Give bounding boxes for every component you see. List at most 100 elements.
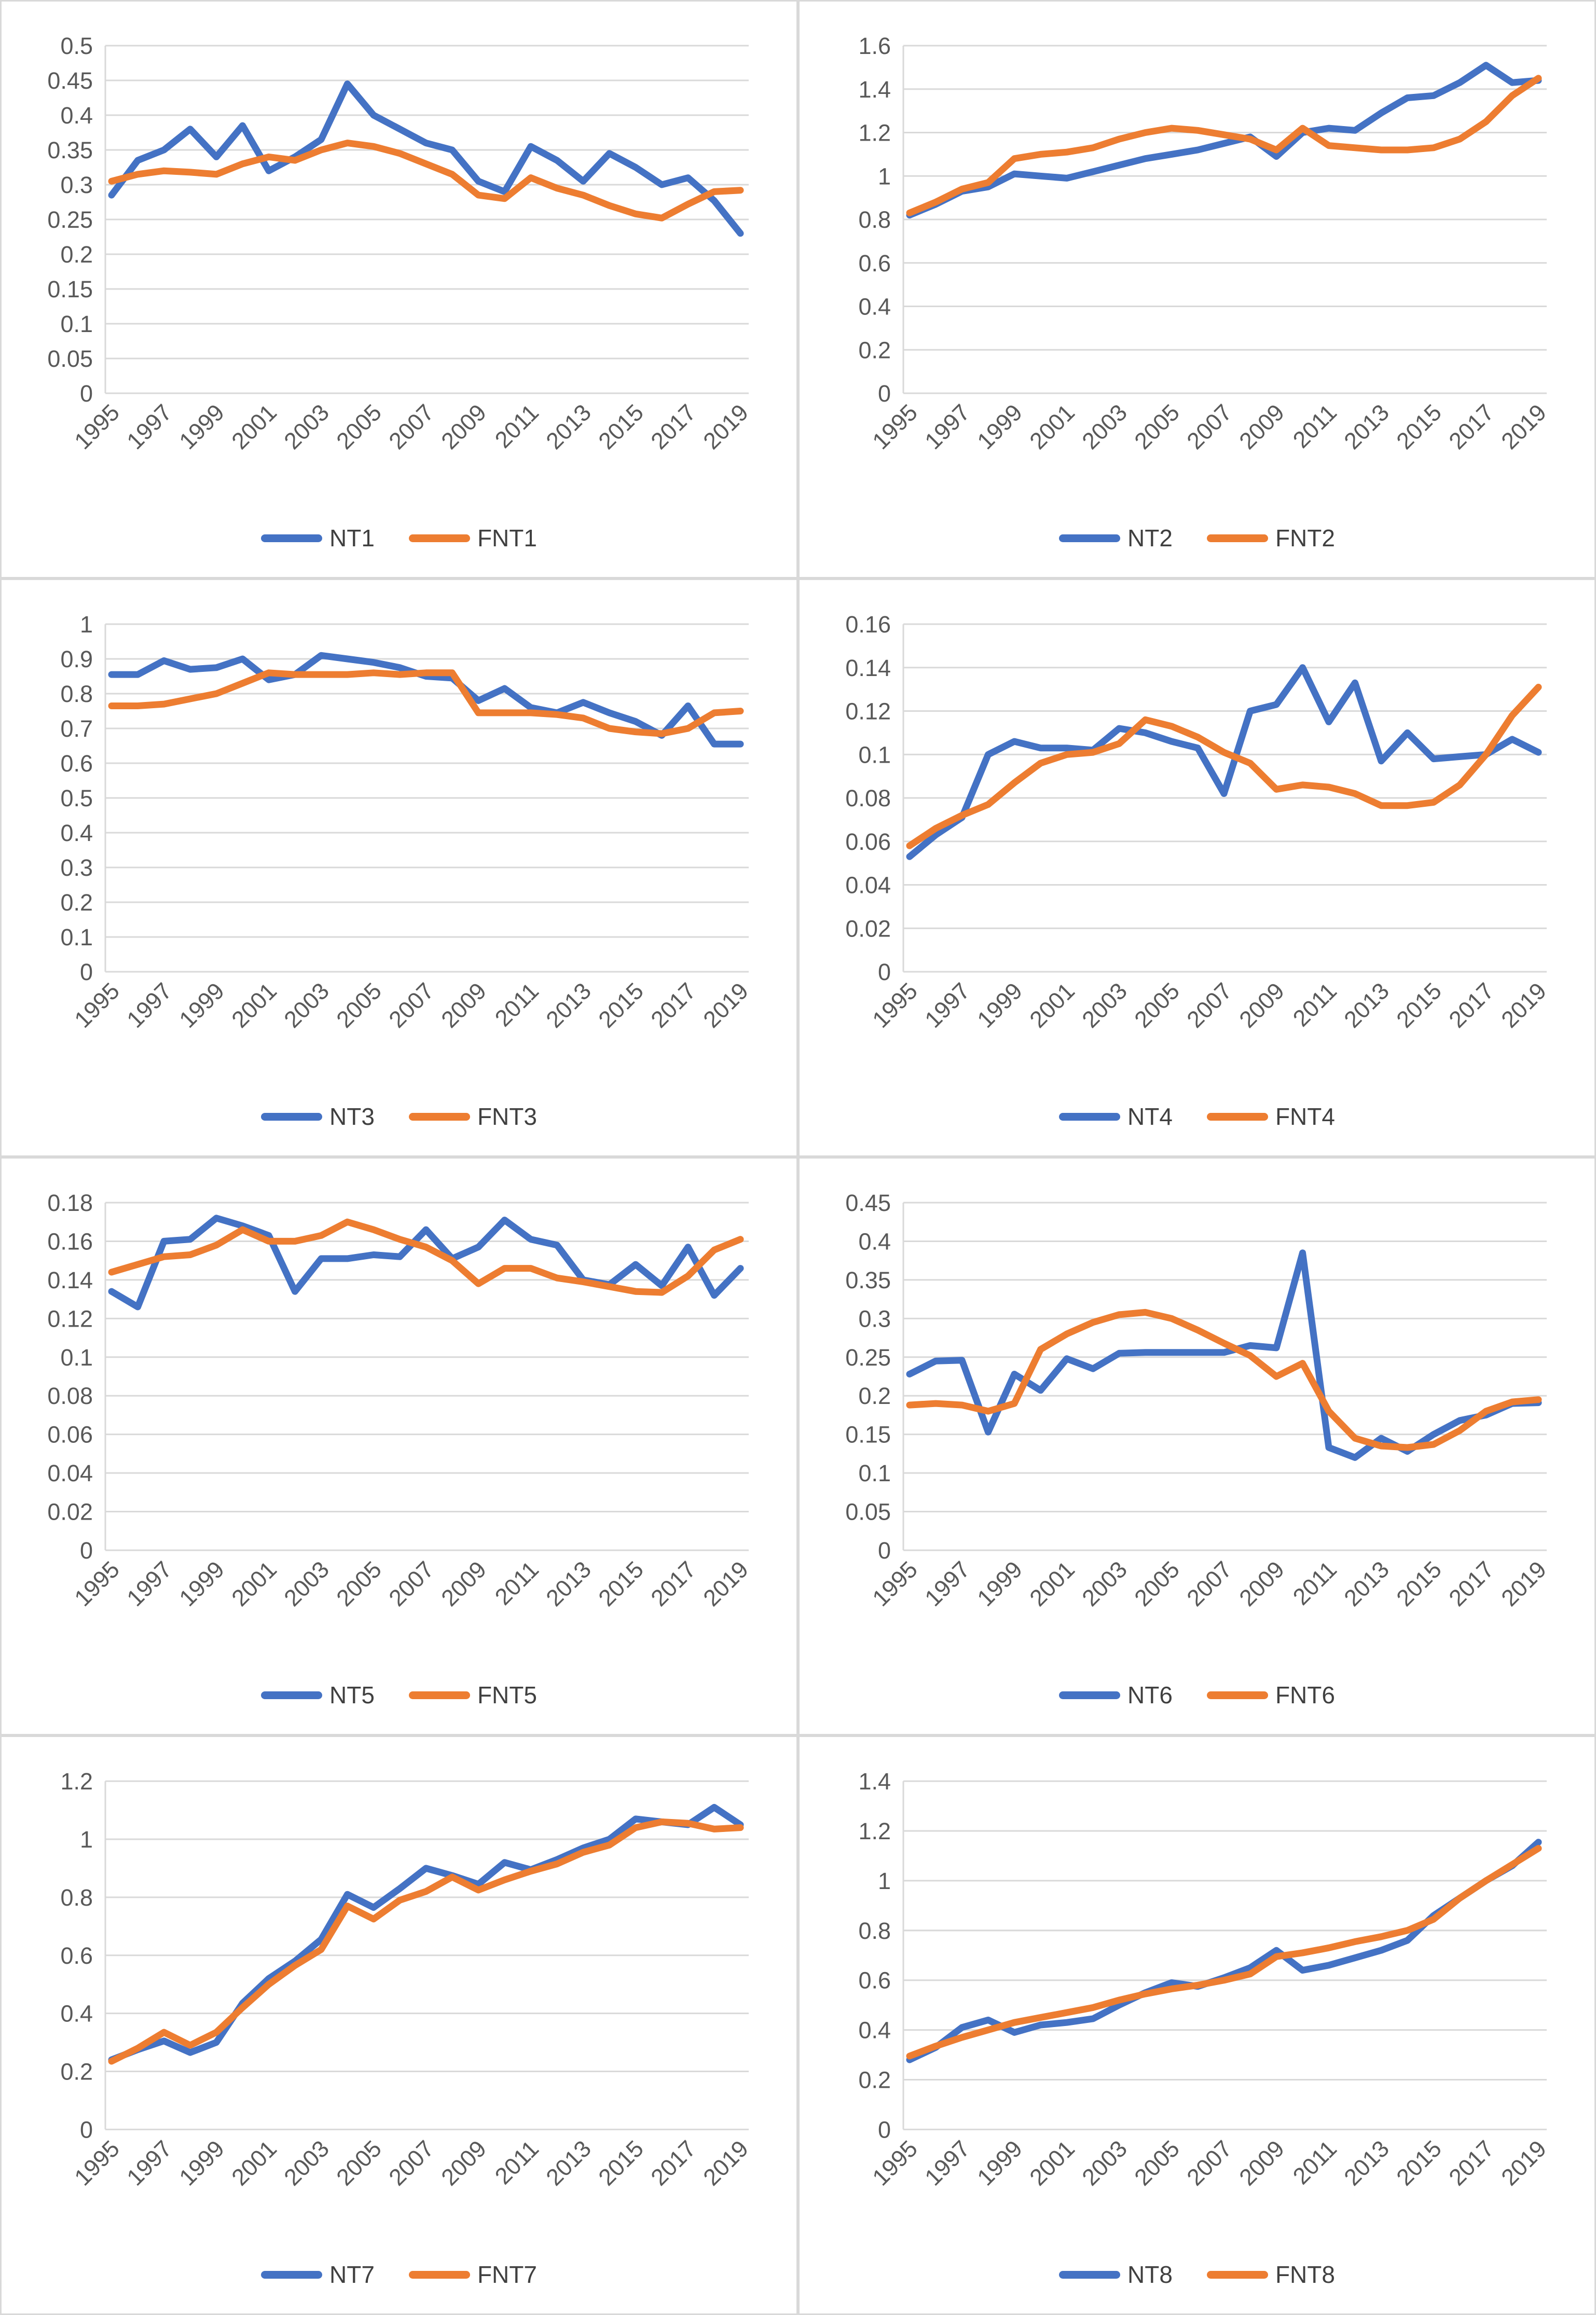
- x-tick-label: 2017: [1443, 399, 1499, 454]
- legend-item-nt6[interactable]: NT6: [1059, 1683, 1173, 1707]
- series-line-fnt8[interactable]: [906, 1845, 1542, 2060]
- y-tick-label: 0.8: [60, 681, 93, 707]
- legend-label: FNT3: [477, 1103, 537, 1130]
- x-tick-label: 2001: [226, 977, 282, 1033]
- y-tick-label: 0.4: [858, 294, 891, 320]
- legend: NT1 FNT1: [2, 526, 796, 550]
- legend-item-fnt5[interactable]: FNT5: [408, 1683, 537, 1707]
- series-line-nt1[interactable]: [108, 80, 744, 237]
- legend-line-swatch: [1206, 2270, 1268, 2279]
- x-tick-label: 2017: [645, 1556, 701, 1611]
- legend-item-nt4[interactable]: NT4: [1059, 1105, 1173, 1128]
- series-line-nt5[interactable]: [108, 1215, 744, 1311]
- y-tick-label: 0.3: [60, 172, 93, 198]
- x-tick-label: 2015: [1391, 1556, 1447, 1611]
- line-chart-svg: 0 0.02 0.04 0.06 0.08 0.1 0.12 0.14 0.16 0.18 1995…: [47, 1190, 753, 1611]
- chart-panel-nt1: 0 0.05 0.1 0.15 0.2 0.25 0.3 0.35 0.4 0.45 0.5 1995…: [0, 0, 798, 578]
- legend-item-nt3[interactable]: NT3: [261, 1105, 375, 1128]
- x-tick-label: 2013: [541, 977, 596, 1033]
- x-tick-label: 2001: [226, 399, 282, 454]
- x-tick-label: 2005: [1129, 977, 1185, 1033]
- legend-item-nt2[interactable]: NT2: [1059, 526, 1173, 550]
- legend-line-swatch: [1206, 1112, 1268, 1121]
- x-tick-label: 2005: [1129, 2135, 1185, 2190]
- x-tick-label: 2019: [1496, 2135, 1551, 2190]
- series-line-fnt2[interactable]: [906, 75, 1542, 216]
- series-line-fnt1[interactable]: [108, 140, 744, 222]
- x-tick-label: 2013: [1339, 977, 1394, 1033]
- legend-item-nt7[interactable]: NT7: [261, 2263, 375, 2286]
- x-tick-label: 2017: [1443, 1556, 1499, 1611]
- y-tick-label: 0.6: [858, 1967, 891, 1994]
- y-tick-label: 0.18: [47, 1190, 93, 1216]
- y-tick-label: 1: [878, 163, 891, 189]
- y-tick-label: 0.1: [60, 1344, 93, 1371]
- x-tick-label: 2003: [1077, 1556, 1132, 1611]
- legend: NT8 FNT8: [800, 2263, 1594, 2286]
- legend-item-fnt4[interactable]: FNT4: [1206, 1105, 1335, 1128]
- legend-label: FNT2: [1275, 525, 1335, 552]
- y-tick-label: 0.05: [845, 1499, 891, 1525]
- x-tick-label: 2005: [331, 2135, 387, 2190]
- series-line-fnt5[interactable]: [108, 1218, 744, 1296]
- series-line-fnt6[interactable]: [906, 1308, 1542, 1451]
- y-tick-label: 0.02: [845, 915, 891, 942]
- legend-item-fnt8[interactable]: FNT8: [1206, 2263, 1335, 2286]
- x-tick-label: 1995: [867, 2135, 923, 2190]
- legend-item-nt8[interactable]: NT8: [1059, 2263, 1173, 2286]
- x-tick-label: 2011: [1288, 1556, 1342, 1610]
- y-tick-label: 0.08: [845, 785, 891, 811]
- y-tick-label: 0.8: [858, 206, 891, 233]
- y-tick-label: 0.04: [845, 872, 891, 899]
- legend-item-fnt1[interactable]: FNT1: [408, 526, 537, 550]
- x-tick-label: 2011: [490, 1556, 544, 1610]
- y-tick-label: 0.02: [47, 1499, 93, 1525]
- y-tick-label: 0.04: [47, 1460, 93, 1486]
- y-tick-label: 0.3: [60, 855, 93, 881]
- series-line-nt3[interactable]: [108, 652, 744, 748]
- y-tick-label: 0.4: [858, 2017, 891, 2044]
- y-tick-label: 0.12: [845, 698, 891, 725]
- x-tick-label: 2005: [1129, 1556, 1185, 1611]
- x-tick-label: 2003: [279, 977, 334, 1033]
- y-tick-label: 0: [878, 380, 891, 407]
- legend-item-nt5[interactable]: NT5: [261, 1683, 375, 1707]
- series-line-nt6[interactable]: [906, 1249, 1542, 1461]
- line-chart-svg: 0 0.02 0.04 0.06 0.08 0.1 0.12 0.14 0.16 19951997…: [845, 611, 1551, 1033]
- series-line-fnt4[interactable]: [906, 683, 1542, 849]
- legend: NT3 FNT3: [2, 1105, 796, 1128]
- x-tick-label: 2009: [436, 2135, 491, 2190]
- x-tick-label: 2013: [1339, 399, 1394, 454]
- legend-item-nt1[interactable]: NT1: [261, 526, 375, 550]
- series-line-nt4[interactable]: [906, 664, 1542, 860]
- x-tick-label: 2007: [383, 977, 439, 1033]
- y-tick-label: 0: [80, 959, 93, 985]
- series-line-nt2[interactable]: [906, 62, 1542, 219]
- legend-item-fnt6[interactable]: FNT6: [1206, 1683, 1335, 1707]
- x-tick-label: 1997: [121, 977, 177, 1033]
- y-tick-label: 0.4: [60, 2001, 93, 2027]
- legend-item-fnt2[interactable]: FNT2: [1206, 525, 1335, 552]
- y-tick-label: 0.4: [60, 102, 93, 129]
- x-tick-label: 2005: [331, 1556, 387, 1611]
- x-tick-label: 2003: [279, 399, 334, 454]
- x-tick-label: 2003: [1077, 2135, 1132, 2190]
- legend-item-fnt7[interactable]: FNT7: [408, 2263, 537, 2286]
- x-tick-label: 2007: [383, 2135, 439, 2190]
- legend-label: NT5: [329, 1682, 375, 1708]
- x-tick-label: 1995: [867, 977, 923, 1033]
- x-tick-label: 2007: [383, 399, 439, 454]
- legend: NT6 FNT6: [800, 1683, 1594, 1707]
- y-tick-label: 0.35: [47, 137, 93, 163]
- legend-item-fnt3[interactable]: FNT3: [408, 1103, 537, 1130]
- series-line-fnt7[interactable]: [108, 1818, 744, 2065]
- x-tick-label: 2003: [279, 1556, 334, 1611]
- x-tick-label: 2015: [593, 1556, 649, 1611]
- x-tick-label: 1995: [69, 1556, 125, 1611]
- series-line-nt7[interactable]: [108, 1803, 744, 2063]
- legend-line-swatch: [408, 2270, 470, 2279]
- y-tick-label: 1.2: [858, 1818, 891, 1844]
- series-line-fnt3[interactable]: [108, 669, 744, 737]
- y-tick-label: 0.06: [47, 1422, 93, 1448]
- x-tick-label: 2005: [331, 399, 387, 454]
